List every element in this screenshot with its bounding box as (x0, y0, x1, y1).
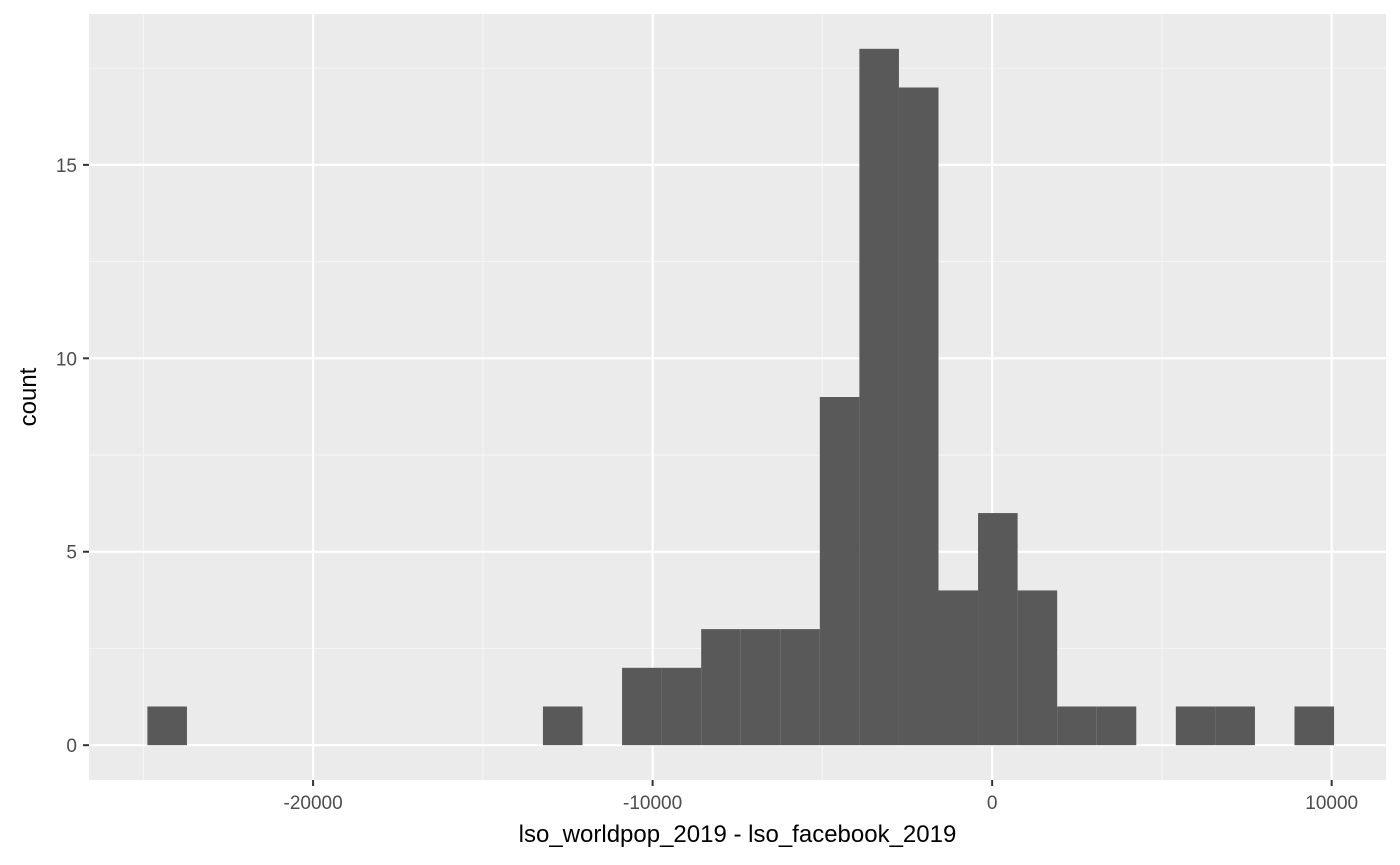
histogram-bar (938, 590, 979, 746)
y-tick-label: 10 (56, 349, 77, 370)
y-axis: 0 5 10 15 (56, 156, 89, 757)
histogram-bar (661, 667, 702, 746)
histogram-bar (1096, 706, 1137, 746)
histogram-bar (701, 629, 741, 746)
histogram-bar (1017, 590, 1058, 746)
x-tick-label: 10000 (1305, 793, 1358, 814)
y-tick-label: 0 (66, 736, 77, 757)
x-tick-label: -20000 (284, 793, 343, 814)
x-axis-title: lso_worldpop_2019 - lso_facebook_2019 (519, 821, 957, 848)
x-axis: -20000 -10000 0 10000 (284, 780, 1358, 814)
histogram-bar (780, 629, 820, 746)
histogram-bar (859, 48, 899, 746)
histogram-bar (1215, 706, 1255, 746)
y-tick-label: 15 (56, 156, 77, 177)
histogram-bar (147, 706, 187, 746)
histogram-bars (147, 48, 1335, 746)
y-tick-label: 5 (66, 543, 77, 564)
histogram-bar (1175, 706, 1216, 746)
histogram-bar (819, 397, 860, 746)
histogram-bar (1057, 706, 1097, 746)
histogram-bar (1294, 706, 1335, 746)
histogram-bar (740, 629, 781, 746)
histogram-bar (542, 706, 583, 746)
histogram-bar (978, 513, 1018, 746)
histogram-bar (898, 87, 939, 746)
x-tick-label: 0 (987, 793, 998, 814)
histogram-bar (622, 667, 662, 746)
x-tick-label: -10000 (623, 793, 682, 814)
y-axis-title: count (15, 367, 42, 426)
